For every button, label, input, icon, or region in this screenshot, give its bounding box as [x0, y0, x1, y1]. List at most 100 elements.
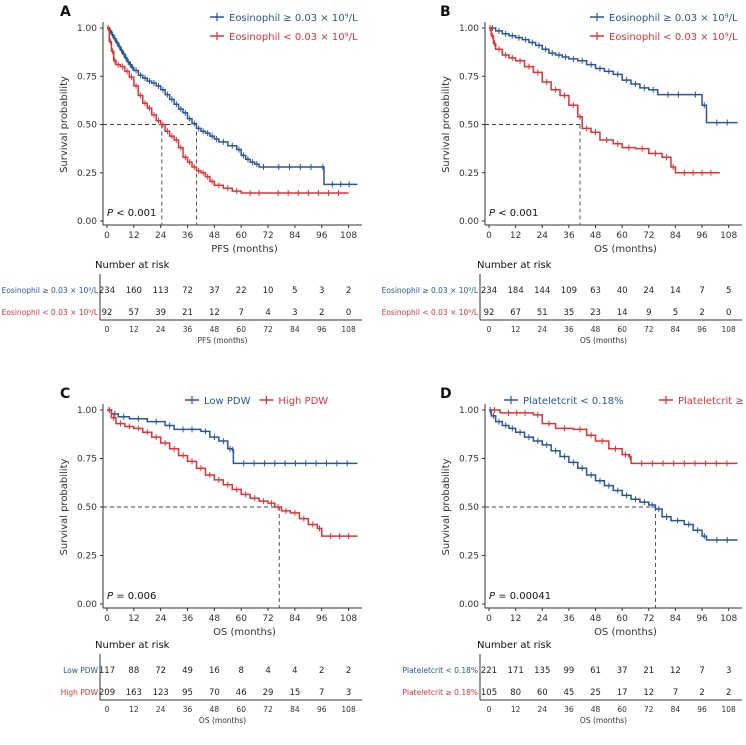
- y-tick-label: 0.00: [77, 600, 97, 610]
- x-tick-label: 96: [316, 231, 328, 241]
- y-tick-label: 1.00: [77, 406, 97, 416]
- legend-label: Plateletcrit ≥ 0.18%: [678, 396, 746, 407]
- risk-count: 46: [236, 688, 247, 698]
- p-value-letter: P: [107, 591, 114, 602]
- risk-tick-label: 0: [487, 325, 492, 334]
- risk-count: 72: [155, 666, 166, 676]
- legend-label: Eosinophil < 0.03 × 10⁹/L: [229, 32, 358, 43]
- risk-count: 4: [265, 308, 270, 318]
- risk-tick-label: 36: [564, 705, 574, 714]
- legend-label: Eosinophil ≥ 0.03 × 10⁹/L: [609, 13, 738, 24]
- y-tick-label: 0.75: [459, 72, 479, 82]
- risk-count: 35: [563, 308, 574, 318]
- risk-tick-label: 108: [341, 325, 356, 334]
- risk-count: 2: [699, 688, 704, 698]
- p-value: P < 0.001: [107, 208, 156, 219]
- x-tick-label: 12: [128, 231, 139, 241]
- p-value-letter: P: [489, 591, 496, 602]
- y-axis-title: Survival probability: [441, 76, 452, 173]
- risk-count: 49: [182, 666, 193, 676]
- p-value: P = 0.006: [107, 591, 156, 602]
- risk-count: 144: [534, 286, 550, 296]
- x-tick-label: 36: [182, 231, 194, 241]
- risk-count: 5: [292, 286, 297, 296]
- risk-count: 37: [209, 286, 220, 296]
- risk-count: 2: [346, 286, 351, 296]
- risk-count: 57: [128, 308, 139, 318]
- y-tick-label: 0.50: [77, 503, 97, 513]
- risk-count: 2: [346, 666, 351, 676]
- x-tick-label: 24: [537, 614, 549, 624]
- panel-label: C: [60, 386, 70, 402]
- risk-count: 10: [263, 286, 274, 296]
- risk-count: 7: [699, 666, 704, 676]
- risk-strata-label: Eosinophil < 0.03 × 10⁹/L: [2, 308, 99, 317]
- risk-count: 109: [561, 286, 577, 296]
- y-tick-label: 0.50: [459, 121, 479, 131]
- x-tick-label: 36: [563, 614, 575, 624]
- x-tick-label: 0: [104, 614, 110, 624]
- risk-count: 21: [182, 308, 193, 318]
- y-axis-title: Survival probability: [441, 458, 452, 555]
- risk-tick-label: 12: [511, 705, 521, 714]
- risk-tick-label: 84: [671, 705, 681, 714]
- survival-curve-red: [489, 27, 720, 174]
- risk-count: 4: [265, 666, 270, 676]
- risk-count: 7: [699, 286, 704, 296]
- risk-count: 234: [481, 286, 497, 296]
- x-tick-label: 36: [182, 614, 194, 624]
- risk-tick-label: 36: [183, 325, 193, 334]
- risk-count: 171: [508, 666, 524, 676]
- risk-count: 95: [182, 688, 193, 698]
- x-axis-title: OS (months): [594, 627, 657, 638]
- risk-tick-label: 48: [210, 705, 220, 714]
- x-tick-label: 60: [235, 614, 247, 624]
- risk-count: 21: [643, 666, 654, 676]
- x-tick-label: 48: [209, 231, 221, 241]
- risk-count: 184: [508, 286, 524, 296]
- x-tick-label: 12: [510, 231, 521, 241]
- risk-table-title: Number at risk: [477, 260, 552, 271]
- x-tick-label: 0: [486, 614, 492, 624]
- y-tick-label: 0.50: [459, 503, 479, 513]
- risk-table-title: Number at risk: [95, 260, 170, 271]
- risk-count: 4: [292, 666, 297, 676]
- risk-tick-label: 72: [263, 325, 273, 334]
- risk-tick-label: 12: [129, 325, 139, 334]
- y-axis-title: Survival probability: [59, 76, 70, 173]
- risk-count: 0: [346, 308, 351, 318]
- risk-count: 2: [726, 688, 731, 698]
- risk-count: 23: [590, 308, 601, 318]
- risk-tick-label: 24: [537, 325, 547, 334]
- x-tick-label: 96: [696, 231, 708, 241]
- risk-tick-label: 72: [263, 705, 273, 714]
- x-tick-label: 108: [720, 231, 737, 241]
- risk-count: 7: [319, 688, 324, 698]
- risk-strata-label: Plateletcrit ≥ 0.18%: [402, 688, 478, 697]
- risk-tick-label: 24: [537, 705, 547, 714]
- legend-label: Plateletcrit < 0.18%: [523, 396, 624, 407]
- risk-tick-label: 48: [591, 705, 601, 714]
- risk-tick-label: 36: [183, 705, 193, 714]
- survival-curve-red: [489, 409, 738, 465]
- risk-tick-label: 72: [644, 325, 654, 334]
- legend-label: Eosinophil < 0.03 × 10⁹/L: [609, 32, 738, 43]
- p-value-text: = 0.00041: [495, 591, 551, 602]
- risk-count: 3: [319, 286, 324, 296]
- risk-strata-label: Low PDW: [63, 666, 98, 675]
- risk-tick-label: 12: [129, 705, 139, 714]
- risk-tick-label: 0: [105, 705, 110, 714]
- risk-count: 63: [590, 286, 601, 296]
- risk-count: 67: [510, 308, 521, 318]
- risk-count: 88: [128, 666, 139, 676]
- y-tick-label: 0.25: [459, 169, 479, 179]
- risk-tick-label: 108: [722, 705, 737, 714]
- risk-count: 117: [99, 666, 115, 676]
- x-tick-label: 84: [289, 231, 301, 241]
- risk-x-title: PFS (months): [198, 336, 248, 345]
- risk-count: 113: [153, 286, 169, 296]
- risk-count: 12: [643, 688, 654, 698]
- risk-tick-label: 60: [617, 705, 627, 714]
- risk-tick-label: 96: [697, 325, 707, 334]
- survival-curve-red: [107, 409, 358, 537]
